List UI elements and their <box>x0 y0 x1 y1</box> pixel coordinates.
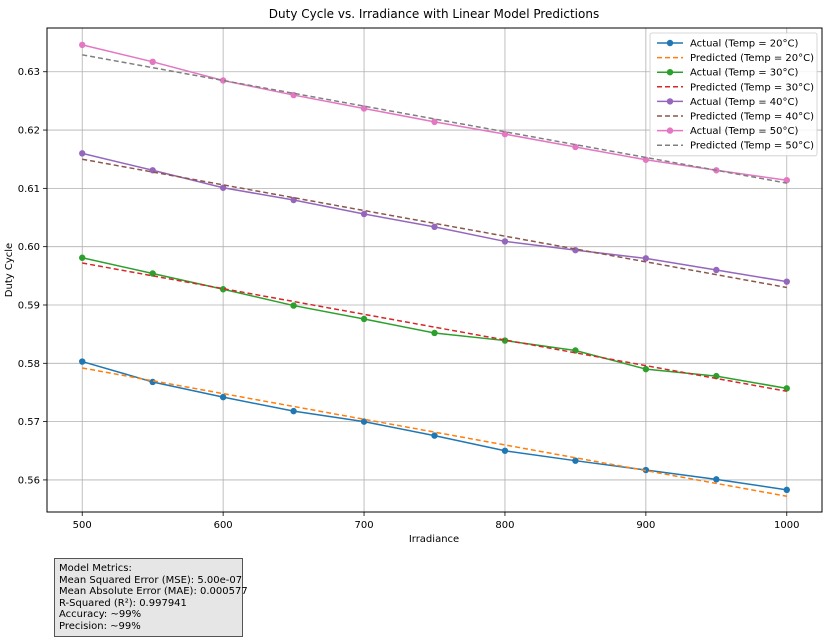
data-point <box>431 223 438 231</box>
data-point <box>431 329 438 337</box>
data-point <box>290 407 297 415</box>
legend-marker <box>666 69 674 76</box>
data-point <box>149 270 156 277</box>
y-tick-label: 0.60 <box>18 242 40 253</box>
y-tick-label: 0.58 <box>18 359 40 370</box>
data-point <box>79 254 86 261</box>
legend-box <box>649 32 818 157</box>
legend-label: Predicted (Temp = 20°C) <box>690 53 814 64</box>
legend-marker <box>666 39 674 47</box>
metric-r2: R-Squared (R²): 0.997941 <box>59 597 187 609</box>
legend-label: Actual (Temp = 50°C) <box>690 126 799 137</box>
data-point <box>713 266 720 274</box>
data-point <box>360 210 368 218</box>
data-point <box>79 358 86 365</box>
y-axis-label: Duty Cycle <box>4 243 15 297</box>
data-point <box>501 130 509 138</box>
data-point <box>501 337 509 344</box>
chart-title: Duty Cycle vs. Irradiance with Linear Mo… <box>269 7 599 21</box>
series-layer <box>79 41 790 497</box>
data-point <box>783 486 790 494</box>
legend-label: Predicted (Temp = 30°C) <box>690 82 814 93</box>
metric-precision: Precision: ~99% <box>59 620 141 632</box>
series-line-4 <box>82 262 787 393</box>
data-point <box>642 365 650 373</box>
legend-label: Predicted (Temp = 40°C) <box>690 112 814 123</box>
data-point <box>219 286 227 293</box>
axis-ticks: 500 600 700 800 900 1000 0.56 0.57 0.58 0.59 0.60 0… <box>18 67 800 531</box>
data-point <box>79 150 86 157</box>
data-point <box>783 278 790 285</box>
series-line-5 <box>82 152 787 283</box>
metrics-box: Model Metrics: Mean Squared Error (MSE):… <box>54 558 248 637</box>
x-tick-label: 600 <box>214 520 233 531</box>
y-tick-label: 0.62 <box>18 126 40 137</box>
x-tick-label: 1000 <box>774 520 799 531</box>
legend-label: Actual (Temp = 30°C) <box>690 68 799 79</box>
y-tick-label: 0.56 <box>18 475 40 486</box>
data-point <box>219 393 227 401</box>
data-point <box>783 176 790 184</box>
data-point <box>501 447 509 454</box>
series-line-2 <box>82 367 787 497</box>
data-point <box>642 156 650 163</box>
y-tick-label: 0.63 <box>18 67 40 78</box>
x-tick-label: 900 <box>636 520 655 531</box>
series-line-3 <box>82 257 787 390</box>
data-point <box>219 184 227 191</box>
y-tick-label: 0.59 <box>18 300 40 311</box>
data-point <box>572 457 579 464</box>
data-point <box>149 58 156 66</box>
data-point <box>431 118 438 126</box>
y-tick-label: 0.61 <box>18 184 40 195</box>
x-tick-label: 500 <box>73 520 92 531</box>
metric-accuracy: Accuracy: ~99% <box>59 609 142 621</box>
series-line-8 <box>82 54 787 184</box>
data-point <box>79 41 86 49</box>
legend-marker <box>666 127 674 134</box>
data-point <box>431 432 438 439</box>
data-point <box>783 385 790 392</box>
y-tick-label: 0.57 <box>18 417 40 428</box>
series-line-6 <box>82 158 787 289</box>
data-point <box>360 315 368 323</box>
data-point <box>572 143 579 151</box>
legend-label: Actual (Temp = 20°C) <box>690 39 799 50</box>
series-line-1 <box>82 360 787 491</box>
legend: Actual (Temp = 20°C) Predicted (Temp = 20… <box>649 32 818 157</box>
x-tick-label: 700 <box>354 520 373 531</box>
data-point <box>713 476 720 483</box>
legend-label: Predicted (Temp = 50°C) <box>690 141 814 152</box>
metric-mae: Mean Absolute Error (MAE): 0.000577 <box>59 586 248 598</box>
x-axis-label: Irradiance <box>409 534 459 545</box>
x-tick-label: 800 <box>495 520 514 531</box>
legend-label: Actual (Temp = 40°C) <box>690 97 799 108</box>
metric-mse: Mean Squared Error (MSE): 5.00e-07 <box>59 574 243 586</box>
plot-frame <box>46 27 823 513</box>
legend-marker <box>666 98 674 105</box>
data-point <box>219 77 227 84</box>
data-point <box>642 255 650 262</box>
metrics-title: Model Metrics: <box>59 563 132 574</box>
data-point <box>501 238 509 245</box>
data-point <box>290 302 297 309</box>
